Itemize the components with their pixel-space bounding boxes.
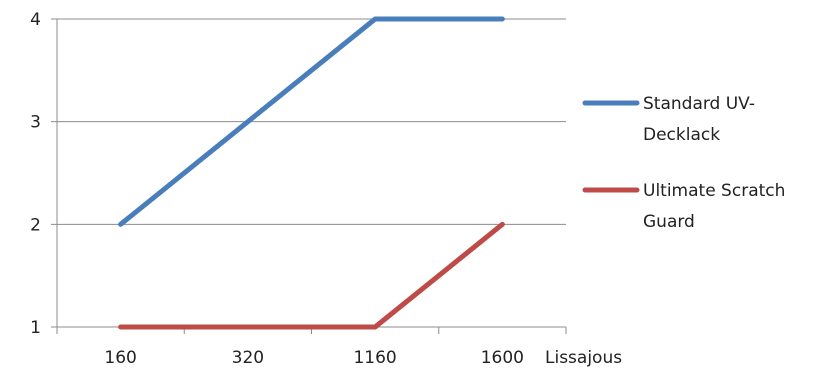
x-axis-title: Lissajous — [545, 348, 622, 368]
legend: Standard UV- Decklack Ultimate Scratch Guar… — [582, 94, 785, 232]
y-tick-labels: 1 2 3 4 — [30, 10, 41, 338]
axes — [51, 19, 566, 328]
y-tick-label-3: 3 — [30, 113, 41, 133]
gridlines — [51, 18, 566, 225]
y-tick-label-1: 1 — [30, 318, 41, 338]
series-line-2 — [118, 221, 505, 330]
x-tick-label-160: 160 — [104, 348, 136, 368]
series-line-1 — [118, 16, 505, 227]
y-tick-label-2: 2 — [30, 215, 41, 235]
x-tick-labels: 160 320 1160 1600 — [104, 348, 524, 368]
legend-label-line: Ultimate Scratch — [643, 181, 785, 201]
legend-label-line: Standard UV- — [643, 94, 755, 114]
legend-label-2: Ultimate Scratch Guard — [643, 181, 785, 232]
legend-label-1: Standard UV- Decklack — [643, 94, 755, 145]
x-tick-label-1600: 1600 — [481, 348, 524, 368]
legend-label-line: Decklack — [643, 125, 720, 145]
series-lines — [118, 16, 505, 330]
x-tick-label-320: 320 — [232, 348, 264, 368]
legend-label-line: Guard — [643, 212, 695, 232]
y-tick-label-4: 4 — [30, 10, 41, 30]
x-tick-label-1160: 1160 — [353, 348, 396, 368]
